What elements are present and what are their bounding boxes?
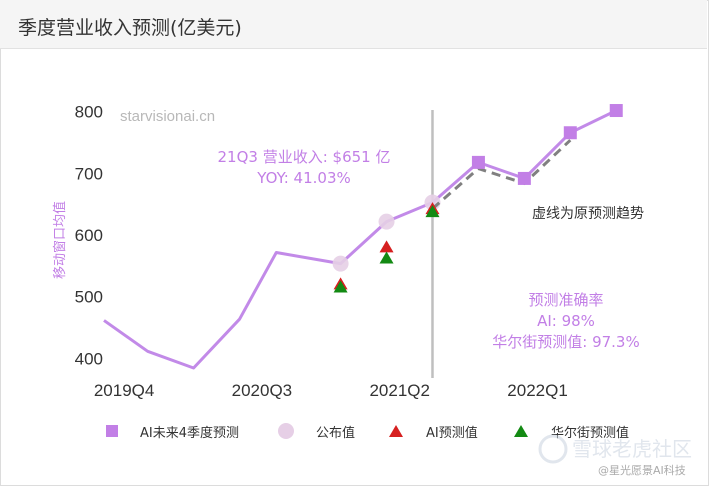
annotation-yoy: YOY: 41.03% <box>256 169 351 187</box>
x-tick-label: 2020Q3 <box>232 381 293 400</box>
ai-forecast-square-marker <box>517 171 531 185</box>
y-tick-label: 800 <box>75 103 103 122</box>
y-tick-label: 600 <box>75 226 103 245</box>
legend-circle-marker <box>278 423 294 439</box>
published-value-point <box>378 213 395 230</box>
legend-label-ai-predicted: AI预测值 <box>426 425 478 441</box>
plot-marks <box>103 104 623 370</box>
page-title: 季度营业收入预测(亿美元) <box>18 17 242 39</box>
published-value-point <box>332 255 349 272</box>
ai-forecast-square-marker <box>563 126 577 140</box>
y-tick-label: 500 <box>75 288 103 307</box>
legend-red-triangle <box>389 425 403 437</box>
annotation-accuracy-ai: AI: 98% <box>537 312 595 330</box>
x-tick-label: 2019Q4 <box>94 381 155 400</box>
annotation-accuracy-title: 预测准确率 <box>528 291 603 309</box>
x-tick-label: 2021Q2 <box>369 381 430 400</box>
ai-forecast-square-marker <box>471 155 485 169</box>
street-predicted-triangle <box>379 251 394 264</box>
street-predicted-triangle <box>333 280 348 293</box>
x-axis: 2019Q4 2020Q3 2021Q2 2022Q1 <box>94 381 568 400</box>
legend: AI未来4季度预测 公布值 AI预测值 华尔街预测值 <box>106 423 629 441</box>
watermark-site: starvisionai.cn <box>120 108 215 125</box>
legend-label-street-predicted: 华尔街预测值 <box>551 425 629 441</box>
watermark-handle: @星光愿景AI科技 <box>598 463 686 477</box>
ai-forecast-line <box>103 109 617 370</box>
snowball-logo-icon <box>538 434 568 464</box>
legend-label-ai-forecast: AI未来4季度预测 <box>140 425 239 441</box>
ai-forecast-square-marker <box>609 104 623 118</box>
x-tick-label: 2022Q1 <box>507 381 568 400</box>
street-predicted-triangle <box>425 205 440 218</box>
ai-predicted-triangle <box>379 240 394 253</box>
y-axis: 400 500 600 700 800 <box>75 103 103 369</box>
annotation-quarter-revenue: 21Q3 营业收入: $651 亿 <box>218 148 391 166</box>
annotation-dashed-note: 虚线为原预测趋势 <box>532 206 644 222</box>
legend-square-marker <box>106 425 118 437</box>
card-header: 季度营业收入预测(亿美元) <box>0 0 707 49</box>
y-axis-label: 移动窗口均值 <box>52 201 68 279</box>
legend-green-triangle <box>514 425 528 437</box>
legend-label-published: 公布值 <box>316 425 355 441</box>
annotation-accuracy-street: 华尔街预测值: 97.3% <box>492 333 639 351</box>
watermark-logo: 雪球老虎社区 <box>538 434 692 464</box>
watermark-brand: 雪球老虎社区 <box>572 437 692 461</box>
original-forecast-dashed-line <box>431 139 572 210</box>
y-tick-label: 400 <box>75 349 103 368</box>
y-tick-label: 700 <box>75 164 103 183</box>
